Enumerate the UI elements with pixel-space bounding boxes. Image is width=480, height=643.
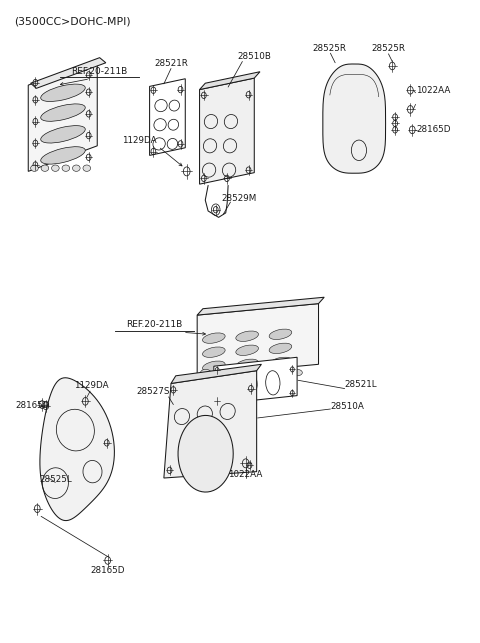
Polygon shape bbox=[31, 58, 106, 88]
Ellipse shape bbox=[262, 370, 272, 376]
Ellipse shape bbox=[72, 165, 80, 172]
Ellipse shape bbox=[292, 370, 302, 376]
Text: (3500CC>DOHC-MPI): (3500CC>DOHC-MPI) bbox=[14, 16, 131, 26]
Ellipse shape bbox=[201, 370, 211, 376]
Ellipse shape bbox=[216, 370, 226, 376]
Ellipse shape bbox=[41, 84, 85, 102]
Ellipse shape bbox=[41, 147, 85, 164]
Text: 1022AA: 1022AA bbox=[416, 86, 450, 95]
Polygon shape bbox=[200, 78, 254, 184]
Text: 28521R: 28521R bbox=[154, 59, 188, 68]
Polygon shape bbox=[28, 60, 97, 172]
Ellipse shape bbox=[236, 345, 258, 356]
Text: 28525L: 28525L bbox=[39, 475, 72, 484]
Ellipse shape bbox=[41, 165, 48, 172]
Text: 28165D: 28165D bbox=[90, 566, 125, 575]
Polygon shape bbox=[200, 72, 260, 89]
Polygon shape bbox=[214, 358, 297, 404]
Ellipse shape bbox=[83, 165, 91, 172]
Polygon shape bbox=[150, 78, 185, 156]
Text: 28525R: 28525R bbox=[372, 44, 406, 53]
Ellipse shape bbox=[31, 165, 38, 172]
Text: 28529M: 28529M bbox=[221, 194, 257, 203]
Ellipse shape bbox=[231, 370, 241, 376]
Polygon shape bbox=[171, 365, 262, 383]
Ellipse shape bbox=[236, 331, 258, 341]
Ellipse shape bbox=[246, 370, 257, 376]
Text: 28527S: 28527S bbox=[137, 386, 170, 395]
Ellipse shape bbox=[269, 343, 292, 354]
Polygon shape bbox=[197, 297, 324, 315]
Ellipse shape bbox=[41, 104, 85, 122]
Ellipse shape bbox=[62, 165, 70, 172]
Ellipse shape bbox=[203, 333, 225, 343]
Text: 28165D: 28165D bbox=[416, 125, 451, 134]
Text: 1022AA: 1022AA bbox=[228, 470, 263, 479]
Polygon shape bbox=[40, 377, 114, 521]
Text: 28165D: 28165D bbox=[15, 401, 50, 410]
Text: 28521L: 28521L bbox=[345, 379, 377, 388]
Ellipse shape bbox=[41, 125, 85, 143]
Polygon shape bbox=[178, 415, 233, 492]
Text: 28510B: 28510B bbox=[237, 52, 271, 61]
Ellipse shape bbox=[203, 347, 225, 358]
Ellipse shape bbox=[236, 359, 258, 370]
Text: 1129DA: 1129DA bbox=[122, 136, 156, 145]
Polygon shape bbox=[323, 64, 385, 173]
Text: REF.20-211B: REF.20-211B bbox=[72, 66, 128, 75]
Ellipse shape bbox=[51, 165, 59, 172]
Polygon shape bbox=[197, 303, 319, 376]
Text: 28525R: 28525R bbox=[312, 44, 346, 53]
Text: 28510A: 28510A bbox=[330, 402, 364, 411]
Ellipse shape bbox=[269, 329, 292, 340]
Ellipse shape bbox=[276, 370, 287, 376]
Text: 1129DA: 1129DA bbox=[74, 381, 109, 390]
Ellipse shape bbox=[203, 361, 225, 372]
Polygon shape bbox=[164, 371, 257, 478]
Ellipse shape bbox=[269, 357, 292, 368]
Text: REF.20-211B: REF.20-211B bbox=[126, 320, 182, 329]
